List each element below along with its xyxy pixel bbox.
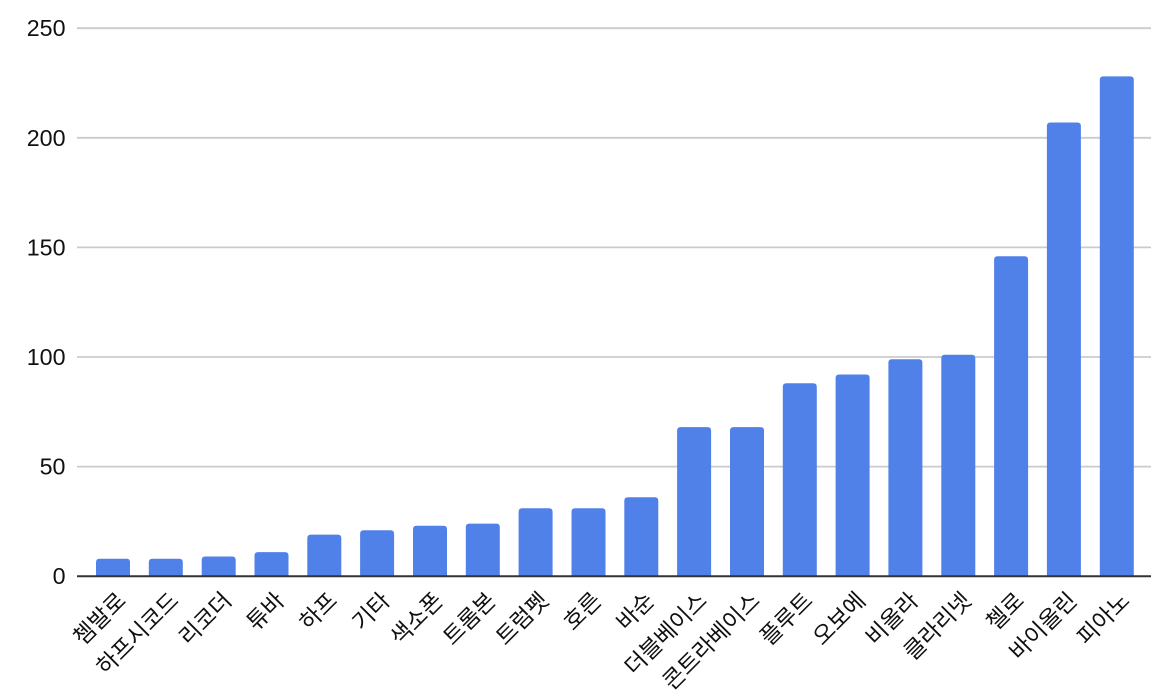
svg-text:200: 200 xyxy=(27,125,66,151)
svg-text:100: 100 xyxy=(27,344,66,370)
svg-text:250: 250 xyxy=(27,15,66,41)
svg-text:0: 0 xyxy=(53,563,66,589)
svg-text:150: 150 xyxy=(27,234,66,260)
svg-text:50: 50 xyxy=(40,454,66,480)
